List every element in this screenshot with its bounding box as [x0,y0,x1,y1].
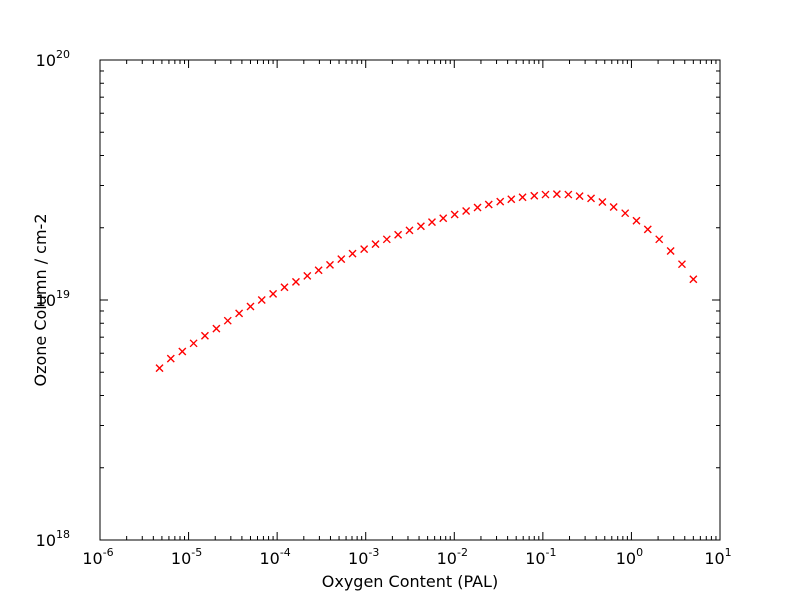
x-tick-label: 10-2 [437,546,468,568]
data-point [325,260,334,269]
data-point [178,347,187,356]
data-point [609,203,618,212]
data-point [598,198,607,207]
data-point [552,190,561,199]
y-axis-label: Ozone Column / cm-2 [31,213,50,386]
data-point [450,210,459,219]
plot-area [99,59,721,541]
data-point [530,191,539,200]
data-point [655,235,664,244]
data-point [394,230,403,239]
data-point [280,283,289,292]
data-point [484,200,493,209]
data-point [246,302,255,311]
data-point [666,247,675,256]
data-point [371,240,380,249]
data-point [189,339,198,348]
tick-labels-layer: 10-6 10-5 10-4 10-3 10-2 10-1 100 101 1018 1019 10… [36,48,732,568]
data-point [564,190,573,199]
data-point [212,324,221,333]
x-axis-label: Oxygen Content (PAL) [322,572,498,591]
data-point [541,190,550,199]
data-point [166,354,175,363]
data-point [235,309,244,318]
data-point [496,197,505,206]
data-point [223,316,232,325]
data-point [291,277,300,286]
data-point [462,206,471,215]
data-point [621,209,630,218]
data-markers [155,190,698,373]
data-point [427,218,436,227]
x-tick-label: 10-1 [525,546,556,568]
data-point [416,222,425,231]
data-point [257,296,266,304]
data-point [269,289,278,298]
data-point [518,193,527,202]
x-tick-label: 10-6 [82,546,113,568]
data-point [473,203,482,212]
data-point [314,266,323,275]
data-point [689,275,698,284]
y-tick-label: 1019 [36,288,70,310]
y-tick-label: 1018 [36,528,70,550]
data-point [382,235,391,244]
x-tick-label: 10-3 [348,546,379,568]
data-point [337,255,346,264]
data-point [507,195,516,204]
data-point [405,226,414,235]
x-tick-label: 10-4 [259,546,290,568]
data-point [575,192,584,201]
ticks-layer [99,59,721,541]
x-tick-label: 10-5 [171,546,202,568]
data-point [200,331,209,340]
data-point [677,260,686,269]
y-tick-label: 1020 [36,48,70,70]
x-tick-label: 101 [704,546,731,568]
data-point [360,245,369,254]
data-point [643,225,652,234]
data-point [155,364,164,373]
data-point [303,271,312,280]
data-point [587,194,596,203]
data-point [439,214,448,223]
data-point [348,249,357,258]
data-point [632,216,641,225]
x-tick-label: 100 [616,546,643,568]
